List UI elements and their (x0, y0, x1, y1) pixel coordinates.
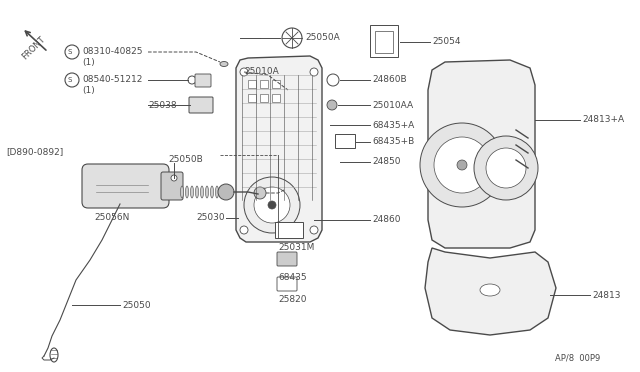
Circle shape (282, 28, 302, 48)
FancyBboxPatch shape (82, 164, 169, 208)
Ellipse shape (186, 186, 189, 198)
Circle shape (310, 68, 318, 76)
FancyBboxPatch shape (189, 97, 213, 113)
Circle shape (457, 160, 467, 170)
Ellipse shape (180, 186, 184, 198)
Bar (375, 31, 393, 53)
Circle shape (244, 177, 300, 233)
Text: FRONT: FRONT (20, 35, 47, 61)
FancyBboxPatch shape (277, 277, 297, 291)
Ellipse shape (205, 186, 209, 198)
Text: 24850: 24850 (372, 157, 401, 167)
Text: 25010AA: 25010AA (372, 100, 413, 109)
Text: [D890-0892]: [D890-0892] (6, 148, 63, 157)
FancyBboxPatch shape (195, 74, 211, 87)
Text: 08540-51212: 08540-51212 (82, 76, 142, 84)
Text: 08310-40825: 08310-40825 (82, 48, 143, 57)
Circle shape (65, 73, 79, 87)
Text: 68435: 68435 (278, 273, 307, 282)
Text: 25054: 25054 (432, 38, 461, 46)
Text: 68435+A: 68435+A (372, 121, 414, 129)
Ellipse shape (216, 186, 218, 198)
Bar (370, 25, 398, 57)
Circle shape (188, 76, 196, 84)
Bar (335, 134, 355, 148)
Bar (275, 222, 303, 238)
Text: (1): (1) (82, 58, 95, 67)
Circle shape (310, 226, 318, 234)
Ellipse shape (50, 348, 58, 362)
Text: S: S (68, 49, 72, 55)
Circle shape (254, 187, 290, 223)
Text: S: S (68, 77, 72, 83)
Text: 25030: 25030 (196, 214, 225, 222)
Text: 25038: 25038 (148, 100, 177, 109)
Text: 24860: 24860 (372, 215, 401, 224)
Text: (1): (1) (82, 86, 95, 94)
Ellipse shape (221, 186, 223, 198)
Text: 24813: 24813 (592, 291, 621, 299)
Ellipse shape (200, 186, 204, 198)
Polygon shape (425, 248, 556, 335)
Circle shape (474, 136, 538, 200)
Text: AP/8  00P9: AP/8 00P9 (555, 353, 600, 362)
Ellipse shape (220, 61, 228, 67)
FancyBboxPatch shape (277, 252, 297, 266)
Circle shape (218, 184, 234, 200)
Text: 24813+A: 24813+A (582, 115, 624, 125)
Text: 25031M: 25031M (278, 244, 314, 253)
Text: 25050A: 25050A (305, 33, 340, 42)
Circle shape (268, 201, 276, 209)
Text: 25820: 25820 (278, 295, 307, 305)
Ellipse shape (195, 186, 198, 198)
Polygon shape (236, 56, 322, 242)
Ellipse shape (211, 186, 214, 198)
Ellipse shape (480, 284, 500, 296)
Circle shape (327, 100, 337, 110)
Polygon shape (428, 60, 535, 248)
Bar (272, 94, 280, 102)
Circle shape (327, 74, 339, 86)
FancyBboxPatch shape (161, 172, 183, 200)
Circle shape (240, 68, 248, 76)
Bar (260, 80, 268, 88)
Bar (248, 80, 256, 88)
Bar (248, 94, 256, 102)
Circle shape (65, 45, 79, 59)
Text: 68435+B: 68435+B (372, 138, 414, 147)
Circle shape (240, 226, 248, 234)
Text: 24860B: 24860B (372, 76, 406, 84)
Circle shape (434, 137, 490, 193)
Circle shape (254, 187, 266, 199)
Text: 25050B: 25050B (168, 155, 203, 164)
Text: 25056N: 25056N (94, 214, 129, 222)
Text: 25050: 25050 (122, 301, 150, 310)
Text: 25010A: 25010A (244, 67, 279, 77)
Bar (272, 80, 280, 88)
Circle shape (486, 148, 526, 188)
Ellipse shape (191, 186, 193, 198)
Circle shape (171, 175, 177, 181)
Bar (260, 94, 268, 102)
Circle shape (420, 123, 504, 207)
